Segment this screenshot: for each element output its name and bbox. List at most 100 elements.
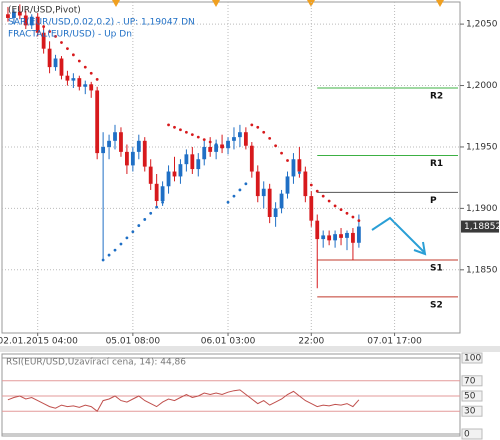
candle-body — [351, 232, 355, 243]
candle-body — [279, 193, 284, 209]
x-tick-label: 06.01 03:00 — [201, 337, 256, 347]
candle-body — [41, 32, 46, 49]
y-tick-label: 100 — [464, 354, 481, 364]
candle-body — [77, 78, 82, 87]
candle-body — [35, 16, 40, 33]
candle-body — [23, 15, 28, 26]
candle-body — [172, 171, 177, 177]
sar-dot — [298, 171, 301, 175]
sar-dot — [333, 204, 337, 208]
panel-separator — [0, 346, 500, 352]
y-tick-label: 1,1950 — [466, 142, 498, 152]
candle-body — [339, 234, 343, 238]
x-tick-label: 07.01 17:00 — [367, 337, 422, 347]
candle-body — [261, 188, 266, 197]
pivot-label: P — [430, 196, 437, 206]
y-tick-label: 1,1900 — [466, 204, 498, 214]
candle-body — [59, 58, 64, 76]
sar-dot — [131, 230, 135, 234]
sar-dot — [303, 177, 307, 181]
sar-dot — [71, 53, 75, 57]
sar-dot — [113, 248, 117, 252]
candle-body — [356, 226, 361, 243]
sar-dot — [143, 218, 147, 221]
indicator-label: FRACTAL(EUR/USD) - Up Dn — [8, 30, 132, 40]
candle-body — [297, 159, 302, 172]
candle-body — [29, 16, 34, 26]
y-tick-box — [461, 352, 483, 364]
sar-dot — [292, 165, 295, 169]
sar-dot — [190, 133, 194, 137]
sar-dot — [274, 144, 278, 148]
sar-dot — [268, 136, 272, 140]
candle-body — [178, 164, 183, 177]
x-tick-label: 05.01 08:00 — [106, 337, 161, 347]
day-markers — [112, 0, 444, 7]
candle-body — [309, 196, 314, 221]
candle-body — [333, 234, 337, 241]
candle-body — [249, 145, 254, 172]
arrow-line — [371, 216, 425, 253]
sar-dot — [77, 59, 81, 63]
sar-dot — [208, 140, 212, 144]
sar-dot — [107, 253, 111, 257]
candle-body — [226, 140, 230, 149]
candle-body — [345, 232, 349, 238]
sar-dot — [244, 182, 248, 186]
candle-body — [214, 144, 219, 152]
pivot-label: S1 — [430, 263, 443, 273]
pivot-label: R2 — [430, 91, 443, 101]
y-tick-label: 1,2000 — [466, 81, 498, 91]
candle-body — [119, 132, 123, 152]
candle-body — [196, 159, 201, 170]
sar-dot — [327, 199, 331, 203]
candle-body — [238, 132, 242, 138]
candle-body — [154, 183, 159, 202]
candle-body — [83, 84, 88, 87]
candle-body — [71, 78, 76, 81]
chart-title: (EUR/USD,Pivot) — [8, 6, 81, 16]
sar-dot — [202, 138, 206, 141]
sar-dot — [167, 123, 170, 127]
candle-body — [184, 154, 189, 165]
sar-dot — [357, 219, 361, 223]
candle-body — [107, 140, 111, 147]
sar-dot — [137, 224, 141, 227]
candle-body — [148, 166, 153, 184]
indicator-label: SAR(EUR/USD,0.02,0.2) - UP: 1,19047 DN — [8, 18, 195, 28]
day-marker — [212, 0, 220, 7]
sar-dot — [119, 242, 123, 246]
candle-body — [65, 75, 70, 81]
sar-dot — [66, 47, 69, 51]
last-price-label: 1,18852 — [464, 222, 500, 232]
sar-dot — [309, 183, 313, 187]
candle-body — [267, 188, 272, 217]
candle-body — [315, 220, 320, 240]
sar-dot — [232, 194, 236, 198]
sar-dot — [161, 200, 164, 204]
candle-body — [327, 235, 332, 241]
candle-body — [190, 154, 195, 170]
candle-body — [166, 171, 171, 187]
candle-body — [142, 140, 147, 167]
pivot-label: S2 — [430, 300, 443, 310]
y-tick-label: 70 — [464, 376, 476, 386]
sar-dot — [339, 208, 343, 212]
y-tick-label: 1,1850 — [466, 265, 498, 275]
rsi-title: RSI(EUR/USD,Uzavírací cena, 14): 44,86 — [6, 358, 186, 368]
candle-body — [113, 132, 117, 141]
y-tick-box — [461, 390, 483, 402]
annotation-arrow — [371, 216, 427, 256]
rsi-frame — [1, 353, 461, 437]
day-marker — [307, 0, 315, 7]
sar-dot — [345, 211, 349, 215]
candle-body — [17, 11, 22, 16]
sar-dot — [60, 41, 63, 44]
sar-dot — [155, 205, 159, 209]
pivot-label: R1 — [430, 159, 443, 169]
sar-dot — [196, 135, 200, 139]
candle-body — [243, 132, 248, 146]
candle-body — [47, 48, 52, 68]
